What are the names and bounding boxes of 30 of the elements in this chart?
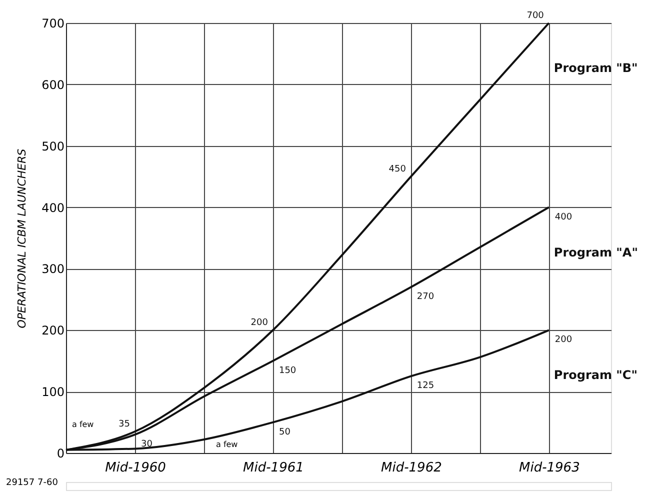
text: 29157 7-60	[6, 478, 58, 488]
annotation: a few	[72, 420, 94, 429]
data-label: 30	[140, 440, 153, 450]
text: Program "C"	[554, 368, 638, 382]
y-tick-label: 400	[42, 200, 64, 215]
data-label: 270	[416, 292, 434, 302]
data-label: 150	[278, 366, 296, 376]
y-axis-title: OPERATIONAL ICBM LAUNCHERS	[16, 148, 29, 328]
y-tick-label: 0	[56, 446, 64, 460]
x-tick-label: Mid-1960	[105, 460, 166, 476]
data-label: 700	[526, 11, 544, 21]
annotation: a few	[216, 440, 238, 449]
data-label: 400	[554, 212, 572, 222]
y-tick-label: 700	[42, 16, 64, 30]
y-tick-label: 500	[42, 139, 64, 154]
x-tick-label: Mid-1963	[518, 460, 580, 476]
y-tick-label: 200	[42, 324, 64, 338]
data-label: 450	[388, 164, 406, 175]
text: Program "B"	[554, 61, 638, 75]
x-tick-label: Mid-1962	[381, 460, 442, 476]
data-label: 50	[278, 427, 291, 438]
data-label: 35	[118, 420, 130, 430]
data-label: 125	[416, 381, 434, 392]
data-label: 200	[250, 318, 268, 328]
data-label: 200	[554, 335, 572, 346]
x-tick-label: Mid-1961	[243, 460, 304, 476]
y-tick-label: 600	[42, 78, 64, 92]
text: Program "A"	[554, 245, 638, 260]
y-tick-label: 300	[42, 262, 64, 276]
y-tick-label: 100	[42, 385, 64, 400]
